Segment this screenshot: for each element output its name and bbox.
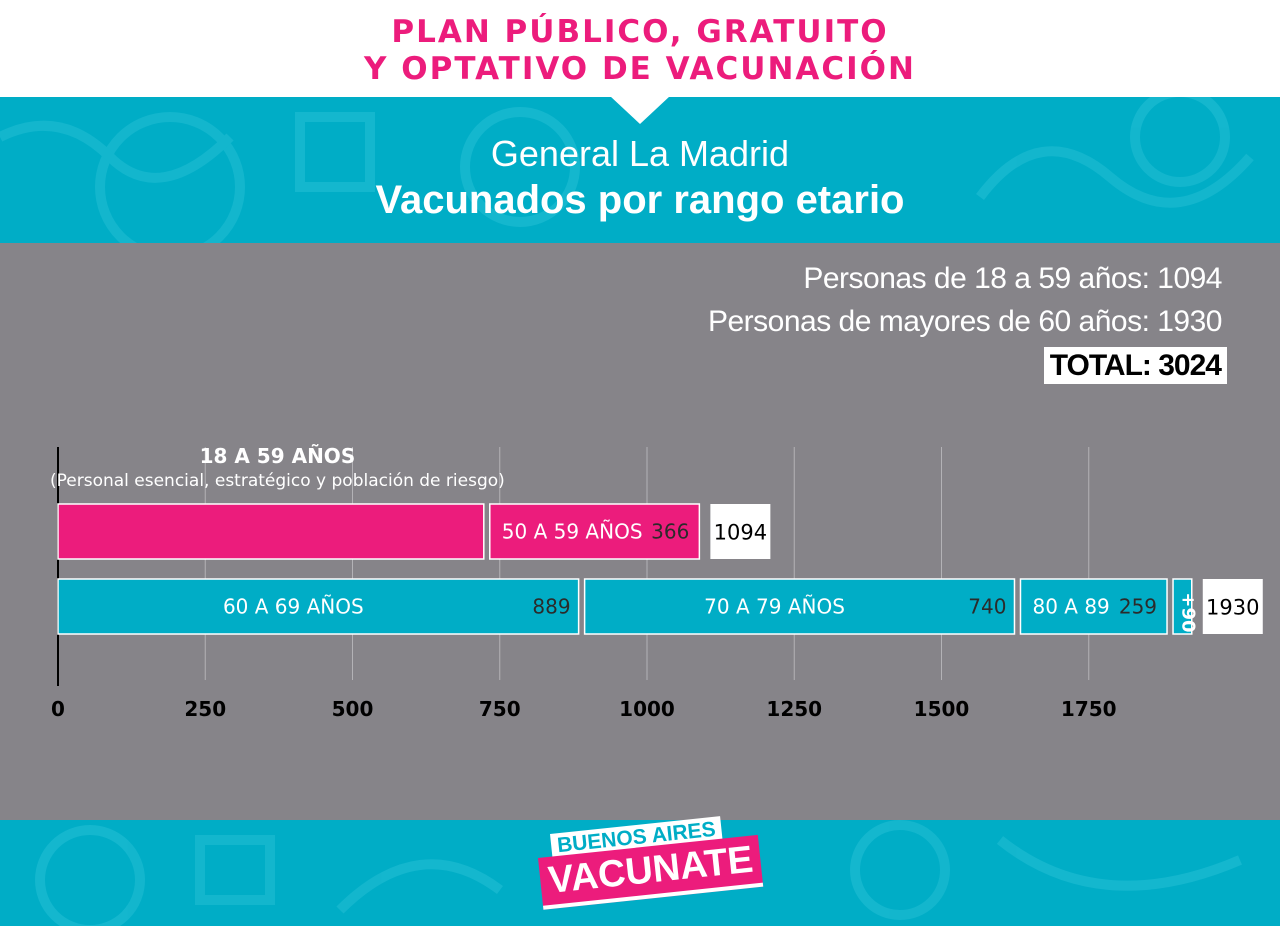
row-total-box xyxy=(1202,579,1263,634)
location-title: General La Madrid xyxy=(490,133,790,174)
row-total-label: 1094 xyxy=(714,521,767,545)
summary-60-plus: Personas de mayores de 60 años: 1930 xyxy=(707,305,1223,338)
bar-segment xyxy=(1019,578,1168,635)
summary-18-59: Personas de 18 a 59 años: 1094 xyxy=(803,262,1222,295)
row-note-label: (Personal esencial, estratégico y poblac… xyxy=(50,471,505,491)
top-banner: PLAN PÚBLICO, GRATUITO Y OPTATIVO DE VAC… xyxy=(0,0,1280,97)
bar-segment-label: 60 A 69 AÑOS xyxy=(223,595,364,619)
campaign-title-line2: Y OPTATIVO DE VACUNACIÓN xyxy=(364,51,916,87)
bar-segment-label: 70 A 79 AÑOS xyxy=(704,595,845,619)
bar-value-label: 889 xyxy=(532,595,570,619)
bar-segment xyxy=(1172,578,1193,635)
row-header-label: 18 A 59 AÑOS xyxy=(200,444,356,468)
bar-segment xyxy=(57,503,485,560)
x-tick-label: 1000 xyxy=(619,697,675,721)
x-tick-label: 1250 xyxy=(766,697,822,721)
bar-segment xyxy=(489,503,701,560)
bar-value-label: 366 xyxy=(651,520,689,544)
decorative-pattern xyxy=(0,97,1254,243)
bar-segment-label: 50 A 59 AÑOS xyxy=(502,520,643,544)
bar-segment xyxy=(57,578,580,635)
campaign-title-line1: PLAN PÚBLICO, GRATUITO xyxy=(391,14,889,50)
x-tick-label: 0 xyxy=(51,697,65,721)
vacunate-logo: BUENOS AIRES VACUNATE xyxy=(530,816,764,920)
banner-notch xyxy=(610,96,670,124)
x-tick-label: 500 xyxy=(332,697,374,721)
row-total-label: 1930 xyxy=(1206,596,1259,620)
bar-segment xyxy=(583,578,1016,635)
x-tick-label: 250 xyxy=(184,697,226,721)
chart-title: Vacunados por rango etario xyxy=(375,178,905,222)
x-tick-label: 750 xyxy=(479,697,521,721)
bar-value-label: 740 xyxy=(968,595,1006,619)
footer-pattern xyxy=(35,820,1242,926)
bar-value-label: 259 xyxy=(1119,595,1157,619)
row-total-box xyxy=(710,504,771,559)
x-tick-label: 1500 xyxy=(914,697,970,721)
bar-segment-label: +90 xyxy=(1177,592,1198,632)
x-tick-label: 1750 xyxy=(1061,697,1117,721)
bar-segment-label: 80 A 89 xyxy=(1032,595,1109,619)
summary-total: TOTAL: 3024 xyxy=(1043,347,1227,384)
